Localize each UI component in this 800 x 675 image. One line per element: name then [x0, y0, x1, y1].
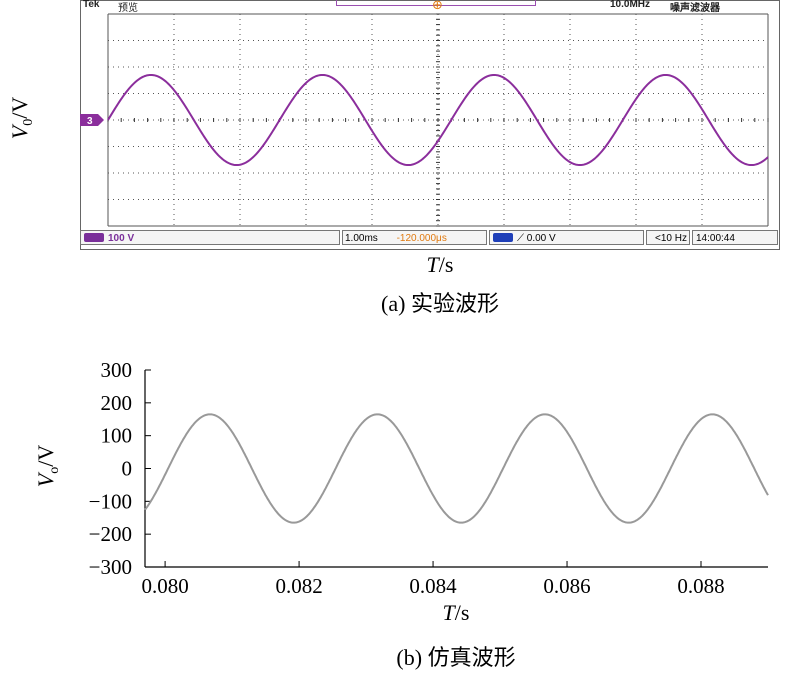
trigger-position: -120.000μs	[396, 233, 447, 244]
timebase: 1.00ms	[345, 233, 378, 244]
channel-ground-marker: 3	[80, 114, 104, 127]
clock: 14:00:44	[696, 233, 735, 244]
scope-mode: 预览	[118, 3, 138, 14]
y-tick-label: 0	[122, 457, 133, 481]
y-tick-label: −300	[89, 555, 132, 579]
y-tick-label: 300	[101, 358, 133, 382]
scope-status-bar: 100 V 1.00ms -120.000μs ⟋ 0.00 V <10 Hz …	[80, 230, 780, 246]
scope-status-right: 噪声滤波器	[670, 3, 720, 14]
scope-waveform-area: 3	[80, 13, 769, 227]
trigger-marker-icon: ⊕	[432, 0, 443, 13]
y-tick-label: −200	[89, 522, 132, 546]
oscilloscope-panel: Tek 预览 10.0MHz 噪声滤波器 ⊕ 3 100 V 1.00ms -1…	[80, 0, 780, 250]
channel-marker-label: 3	[87, 116, 93, 127]
scope-top-bar: Tek 预览 10.0MHz 噪声滤波器	[80, 0, 780, 14]
y-tick-label: −100	[89, 489, 132, 513]
y-tick-label: 100	[101, 424, 133, 448]
frequency: <10 Hz	[655, 233, 687, 244]
caption-a: (a) 实验波形	[381, 291, 499, 316]
x-tick-label: 0.084	[409, 574, 457, 598]
scope-bandwidth: 10.0MHz	[610, 0, 651, 10]
clock-cell: 14:00:44	[692, 230, 778, 245]
x-tick-label: 0.080	[141, 574, 188, 598]
trigger-cell: ⟋ 0.00 V	[489, 230, 644, 245]
trigger-position-bar	[336, 0, 536, 6]
trigger-edge-icon: ⟋	[517, 233, 524, 244]
trigger-level: 0.00 V	[526, 233, 556, 244]
frequency-cell: <10 Hz	[646, 230, 690, 245]
y-axis-label-b: Vo/V	[32, 444, 63, 488]
x-tick-label: 0.086	[543, 574, 590, 598]
waveform-trace-a	[107, 73, 769, 167]
caption-b: (b) 仿真波形	[396, 645, 516, 670]
y-axis-label-a: V0/V	[6, 96, 37, 140]
simulation-chart: 300 200 100 0 −100 −200 −300 0.080 0.082 0.084 0.0…	[89, 358, 769, 598]
channel-1-icon	[84, 233, 104, 242]
channel-scale: 100 V	[108, 233, 135, 244]
scope-brand: Tek	[83, 0, 100, 10]
waveform-trace-b	[144, 413, 769, 524]
y-tick-label: 200	[101, 391, 133, 415]
x-tick-label: 0.088	[677, 574, 724, 598]
channel-2-icon	[493, 233, 513, 242]
timebase-cell: 1.00ms -120.000μs	[342, 230, 487, 245]
x-axis-label-a: T/s	[426, 252, 454, 277]
channel-scale-cell: 100 V	[80, 230, 340, 245]
x-axis-label-b: T/s	[442, 600, 470, 625]
x-tick-label: 0.082	[275, 574, 322, 598]
